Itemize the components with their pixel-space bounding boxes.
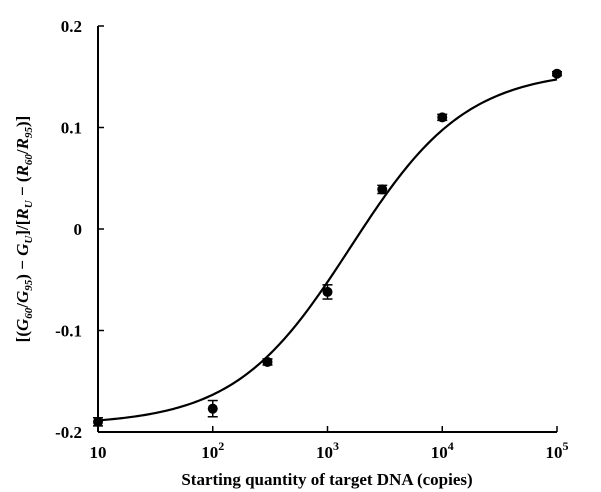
data-marker bbox=[93, 416, 103, 427]
y-tick-label: -0.2 bbox=[55, 423, 82, 442]
y-tick-label: 0.1 bbox=[61, 119, 82, 138]
data-point bbox=[93, 416, 103, 427]
data-marker bbox=[437, 112, 448, 123]
data-marker bbox=[377, 184, 388, 195]
x-tick-label: 103 bbox=[316, 439, 339, 462]
data-marker bbox=[552, 68, 562, 79]
x-tick-label: 104 bbox=[431, 439, 454, 462]
y-axis-title: [(G60/G95) − GU]/[RU − (R60/R95)] bbox=[13, 116, 35, 343]
data-point bbox=[552, 68, 562, 79]
data-marker bbox=[262, 356, 273, 367]
x-ticks: 10 102 103 104 105 bbox=[90, 426, 569, 462]
data-marker bbox=[207, 403, 218, 414]
data-point bbox=[322, 284, 333, 300]
fit-curve bbox=[97, 78, 558, 422]
x-tick-label: 102 bbox=[201, 439, 224, 462]
y-ticks: -0.2 -0.1 0 0.1 0.2 bbox=[55, 17, 104, 442]
x-tick-label: 105 bbox=[546, 439, 569, 462]
x-tick-label: 10 bbox=[90, 443, 107, 462]
x-axis-title: Starting quantity of target DNA (copies) bbox=[181, 470, 472, 489]
data-point bbox=[262, 356, 273, 367]
y-tick-label: -0.1 bbox=[55, 322, 82, 341]
plot-frame bbox=[97, 26, 557, 433]
data-marker bbox=[322, 286, 333, 297]
data-point bbox=[207, 399, 218, 418]
data-point bbox=[437, 112, 448, 123]
data-point bbox=[377, 184, 388, 195]
y-tick-label: 0 bbox=[74, 220, 83, 239]
data-points bbox=[93, 68, 562, 427]
y-tick-label: 0.2 bbox=[61, 17, 82, 36]
